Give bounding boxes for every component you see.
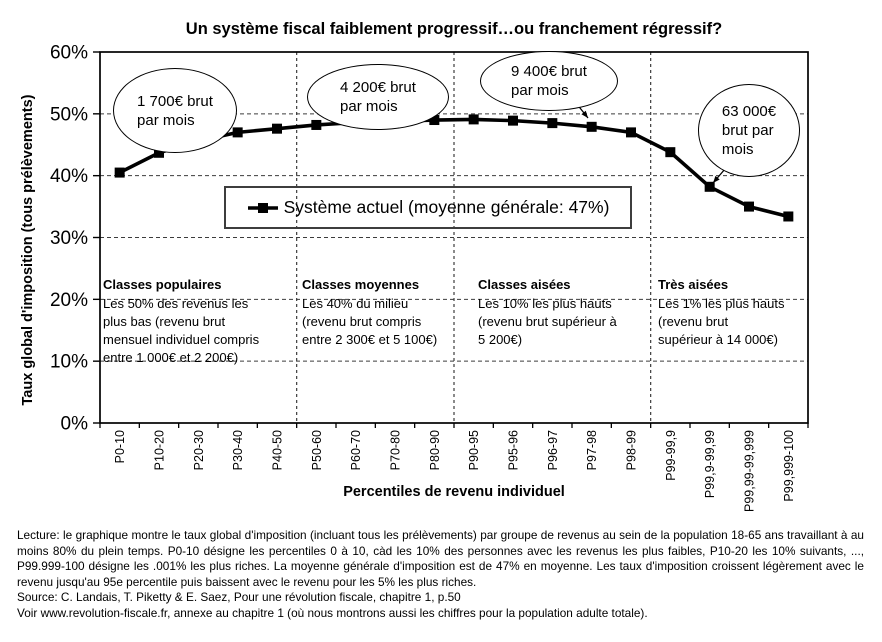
y-tick-label: 40%	[50, 166, 88, 187]
chart-title: Un système fiscal faiblement progressif……	[185, 20, 723, 38]
plot-area: 0% 10% 20% 30% 40% 50% 60% P0-10 P10-20 P20-30 P30…	[50, 43, 809, 512]
x-tick-label: P20-30	[192, 430, 206, 470]
data-point-marker	[665, 147, 676, 158]
data-point-marker	[626, 127, 636, 138]
class-block-header: Classes moyennes	[302, 277, 420, 292]
class-block-body: Les 1% les plus hauts (revenu brut supér…	[658, 296, 785, 347]
callout-63000-euros: 63 000€ brut par mois	[698, 84, 800, 177]
footnotes: Lecture: le graphique montre le taux glo…	[17, 528, 864, 621]
callout-4200-euros: 4 200€ brut par mois	[307, 64, 449, 130]
data-point-marker	[272, 123, 282, 134]
x-axis-title: Percentiles de revenu individuel	[343, 484, 565, 500]
data-point-marker	[783, 211, 794, 222]
x-tick-label: P97-98	[585, 430, 599, 470]
class-block-moyennes: Classes moyennes Les 40% du milieu (reve…	[302, 276, 464, 349]
data-point-marker	[508, 115, 518, 126]
x-tick-label: P0-10	[113, 430, 127, 463]
class-block-aisees: Classes aisées Les 10% les plus hauts (r…	[478, 276, 656, 349]
website-note: Voir www.revolution-fiscale.fr, annexe a…	[17, 605, 648, 620]
x-tick-label: P99,99-99,999	[743, 430, 757, 512]
legend-series-marker-icon	[247, 202, 278, 213]
x-tick-label: P30-40	[231, 430, 245, 470]
x-tick-label: P99,9-99,99	[703, 430, 717, 498]
data-point-marker	[429, 115, 440, 126]
x-tick-label: P50-60	[310, 430, 324, 470]
y-tick-label: 20%	[50, 290, 88, 311]
x-tick-label: P96-97	[546, 430, 560, 470]
callout-arrowhead	[713, 175, 720, 183]
class-block-populaires: Classes populaires Les 50% des revenus l…	[103, 276, 299, 367]
data-point-marker	[232, 127, 243, 138]
data-point-marker	[311, 119, 322, 130]
legend-label: Système actuel (moyenne générale: 47%)	[283, 197, 610, 217]
y-tick-label: 60%	[50, 43, 88, 64]
y-tick-label: 30%	[50, 228, 88, 249]
source-note: Source: C. Landais, T. Piketty & E. Saez…	[17, 590, 461, 604]
x-tick-label: P99-99,9	[664, 430, 678, 481]
lecture-note: Lecture: le graphique montre le taux glo…	[17, 528, 864, 589]
class-block-body: Les 40% du milieu (revenu brut compris e…	[302, 296, 438, 347]
y-axis-title: Taux global d'imposition (tous prélèveme…	[20, 94, 36, 406]
data-point-marker	[704, 181, 715, 192]
class-block-header: Très aisées	[658, 277, 729, 292]
callout-1700-euros: 1 700€ brut par mois	[113, 68, 237, 153]
x-tick-label: P60-70	[349, 430, 363, 470]
y-tick-label: 10%	[50, 352, 88, 373]
data-point-marker	[744, 201, 754, 212]
y-tick-label: 0%	[61, 414, 89, 435]
y-tick-label: 50%	[50, 104, 88, 125]
legend: Système actuel (moyenne générale: 47%)	[224, 186, 632, 229]
data-point-marker	[114, 167, 125, 178]
data-point-marker	[468, 114, 479, 125]
callout-9400-euros: 9 400€ brut par mois	[480, 51, 618, 111]
x-tick-label: P80-90	[428, 430, 442, 470]
x-tick-label: P99,999-100	[782, 430, 796, 502]
data-point-marker	[547, 118, 558, 129]
class-block-tres-aisees: Très aisées Les 1% les plus hauts (reven…	[658, 276, 810, 349]
x-tick-label: P70-80	[389, 430, 403, 470]
class-block-body: Les 50% des revenus les plus bas (revenu…	[103, 296, 260, 365]
data-point-marker	[586, 121, 597, 132]
x-tick-label: P10-20	[153, 430, 167, 470]
x-tick-label: P90-95	[467, 430, 481, 470]
x-tick-label: P40-50	[271, 430, 285, 470]
class-block-body: Les 10% les plus hauts (revenu brut supé…	[478, 296, 617, 347]
callout-arrowhead	[581, 110, 588, 118]
tax-rate-line	[118, 117, 789, 219]
data-point-marker	[154, 147, 164, 158]
class-block-header: Classes populaires	[103, 277, 222, 292]
x-tick-label: P98-99	[625, 430, 639, 470]
x-tick-label: P95-96	[507, 430, 521, 470]
class-block-header: Classes aisées	[478, 277, 571, 292]
